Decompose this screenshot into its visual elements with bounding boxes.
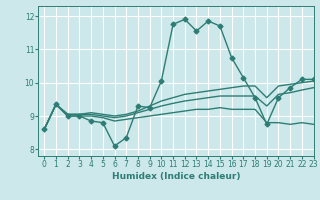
X-axis label: Humidex (Indice chaleur): Humidex (Indice chaleur) (112, 172, 240, 181)
